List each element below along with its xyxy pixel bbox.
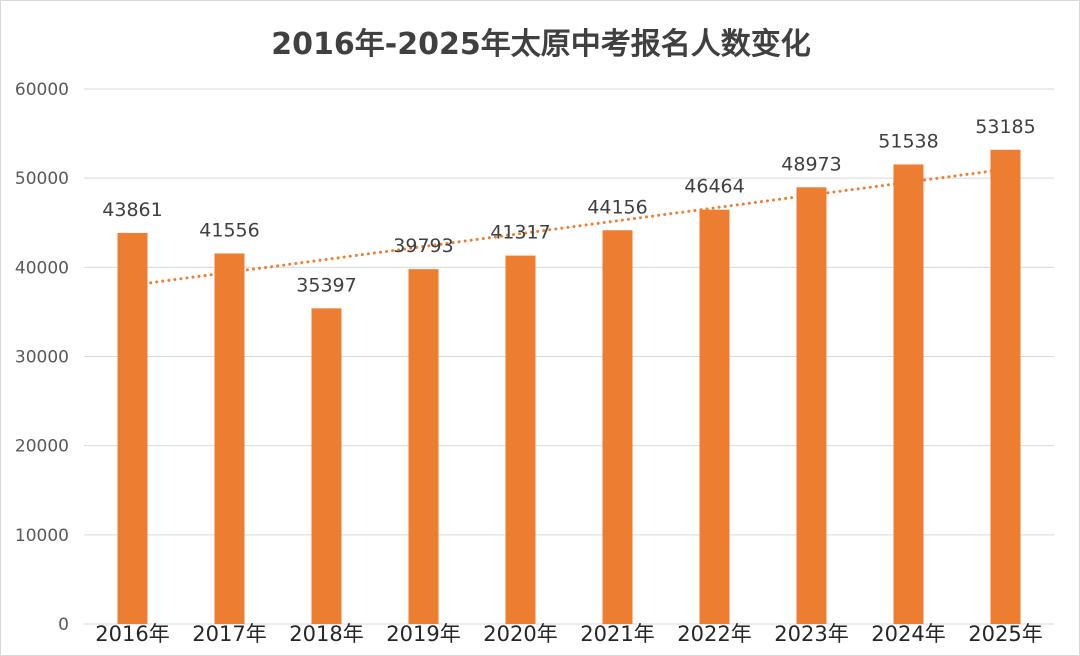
x-tick-label: 2021年 (580, 622, 654, 646)
bar (796, 187, 827, 624)
bar (505, 255, 536, 624)
data-label: 51538 (878, 130, 938, 152)
bar (602, 230, 633, 624)
y-tick-label: 50000 (15, 169, 69, 189)
data-label: 41317 (490, 222, 550, 244)
x-tick-label: 2016年 (95, 622, 169, 646)
y-tick-label: 40000 (15, 258, 69, 278)
x-tick-label: 2020年 (483, 622, 557, 646)
bar (311, 308, 342, 624)
data-label: 53185 (975, 116, 1035, 138)
x-tick-label: 2017年 (192, 622, 266, 646)
bar (117, 232, 148, 625)
data-label: 44156 (587, 196, 647, 218)
data-label: 39793 (393, 235, 453, 257)
data-label: 46464 (684, 176, 744, 198)
x-tick-label: 2024年 (871, 622, 945, 646)
y-tick-label: 30000 (15, 348, 69, 368)
x-tick-label: 2023年 (774, 622, 848, 646)
data-label: 43861 (102, 199, 162, 221)
x-tick-label: 2025年 (968, 622, 1042, 646)
bar (893, 164, 924, 625)
bar (214, 253, 245, 625)
data-label: 35397 (296, 274, 356, 296)
x-tick-label: 2019年 (386, 622, 460, 646)
y-tick-label: 60000 (15, 80, 69, 100)
y-tick-label: 20000 (15, 437, 69, 457)
bar (990, 149, 1021, 624)
trendline (131, 167, 1007, 287)
x-tick-label: 2018年 (289, 622, 363, 646)
data-label: 41556 (199, 219, 259, 241)
chart-title: 2016年-2025年太原中考报名人数变化 (271, 27, 811, 62)
data-label: 48973 (781, 153, 841, 175)
y-tick-label: 10000 (15, 526, 69, 546)
bar (408, 269, 439, 624)
x-tick-label: 2022年 (677, 622, 751, 646)
bar (699, 209, 730, 625)
y-tick-label: 0 (58, 615, 69, 635)
